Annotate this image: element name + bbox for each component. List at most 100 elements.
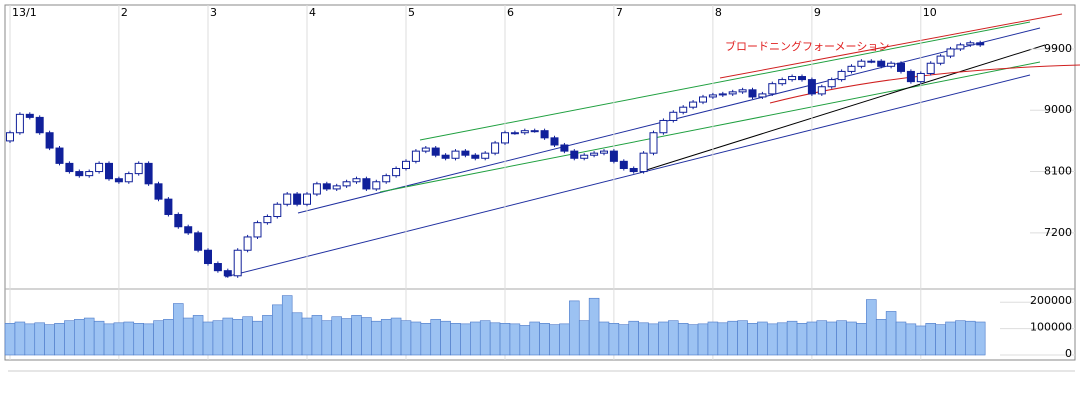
candle-body [877, 60, 886, 67]
candle-body [867, 60, 876, 63]
candle-body [144, 162, 153, 185]
volume-bar [618, 324, 630, 356]
volume-bar [143, 323, 154, 356]
trend-line [419, 21, 1031, 141]
volume-bar [291, 312, 303, 356]
candle-body [35, 116, 44, 134]
candle-body [619, 160, 628, 169]
trend-lines [224, 13, 1081, 278]
volume-bar [549, 324, 560, 356]
volume-bar [856, 323, 867, 356]
candle-body [15, 113, 24, 134]
candle-body [65, 162, 74, 173]
volume-bar [390, 317, 402, 356]
volume-bar [826, 321, 837, 356]
candle-body [213, 263, 222, 272]
candle-body [629, 167, 638, 173]
volume-bar [182, 317, 194, 356]
candle-body [164, 198, 173, 215]
volume-bar [173, 303, 184, 356]
candle-body [718, 93, 727, 96]
candle-body [322, 183, 331, 190]
volume-bar [628, 320, 639, 356]
volume-bar [489, 322, 501, 356]
volume-bar [361, 317, 372, 356]
volume-bar [34, 322, 45, 356]
volume-bar [301, 317, 313, 356]
candle-body [976, 42, 985, 46]
candle-body [788, 76, 797, 81]
volume-bar [440, 320, 451, 356]
candle-body [649, 132, 658, 154]
volume-bar [974, 321, 986, 356]
candle-body [530, 130, 539, 133]
candle-body [184, 226, 193, 234]
candle-body [916, 72, 925, 83]
candle-body [837, 70, 846, 81]
candle-body [768, 83, 777, 95]
candle-body [263, 216, 272, 224]
volume-bar [470, 321, 481, 356]
y-tick-label: 9000 [1044, 103, 1072, 116]
candle-body [204, 249, 212, 265]
candle-body [431, 147, 440, 156]
volume-bar [846, 321, 857, 356]
volume-bar [757, 321, 768, 356]
candle-body [669, 111, 678, 121]
candle-body [748, 89, 757, 98]
volume-bar [816, 320, 828, 356]
candle-body [75, 171, 84, 177]
volume-bar [351, 315, 362, 356]
candle-body [451, 150, 460, 159]
candle-body [728, 91, 737, 95]
candle-body [372, 181, 381, 190]
volume-bar [638, 322, 649, 356]
candle-body [807, 79, 816, 95]
volume-bar [341, 318, 352, 356]
candle-body [55, 147, 64, 164]
candle-body [114, 178, 123, 183]
x-tick-label: 9 [814, 6, 821, 19]
x-tick-label: 8 [715, 6, 722, 19]
candle-body [936, 55, 945, 64]
volume-bar [569, 300, 580, 356]
candle-body [441, 154, 450, 159]
volume-bar [598, 321, 610, 356]
candle-body [392, 167, 401, 177]
volume-bar [677, 323, 689, 356]
candle-body [570, 150, 579, 159]
candle-body [283, 193, 292, 205]
candle-body [332, 185, 341, 190]
candle-body [827, 79, 836, 88]
volume-bar [252, 320, 263, 356]
volume-bar [74, 319, 85, 356]
volume-bar [331, 316, 342, 356]
candle-body [689, 101, 698, 108]
volume-bar [727, 320, 738, 356]
volume-bar [697, 323, 709, 356]
volume-bar [371, 320, 382, 356]
volume-bar [559, 323, 570, 356]
volume-bar [311, 315, 323, 356]
volume-bar [262, 315, 273, 356]
candle-body [906, 70, 915, 83]
candle-body [609, 150, 618, 162]
volume-bar [588, 297, 600, 356]
candle-body [233, 249, 242, 277]
volume-bar [687, 324, 699, 356]
volume-bar [925, 323, 936, 356]
candle-body [303, 193, 311, 205]
volume-bar [420, 323, 432, 356]
candle-body [946, 48, 955, 57]
volume-bar [64, 320, 75, 356]
volume-bar [163, 319, 174, 356]
candle-body [134, 162, 143, 175]
trend-line [224, 74, 1031, 278]
candle-body [194, 232, 203, 251]
candle-body [293, 193, 302, 205]
candle-body [758, 93, 767, 98]
candle-body [342, 181, 351, 187]
x-tick-label: 10 [923, 6, 937, 19]
candle-body [738, 89, 747, 93]
